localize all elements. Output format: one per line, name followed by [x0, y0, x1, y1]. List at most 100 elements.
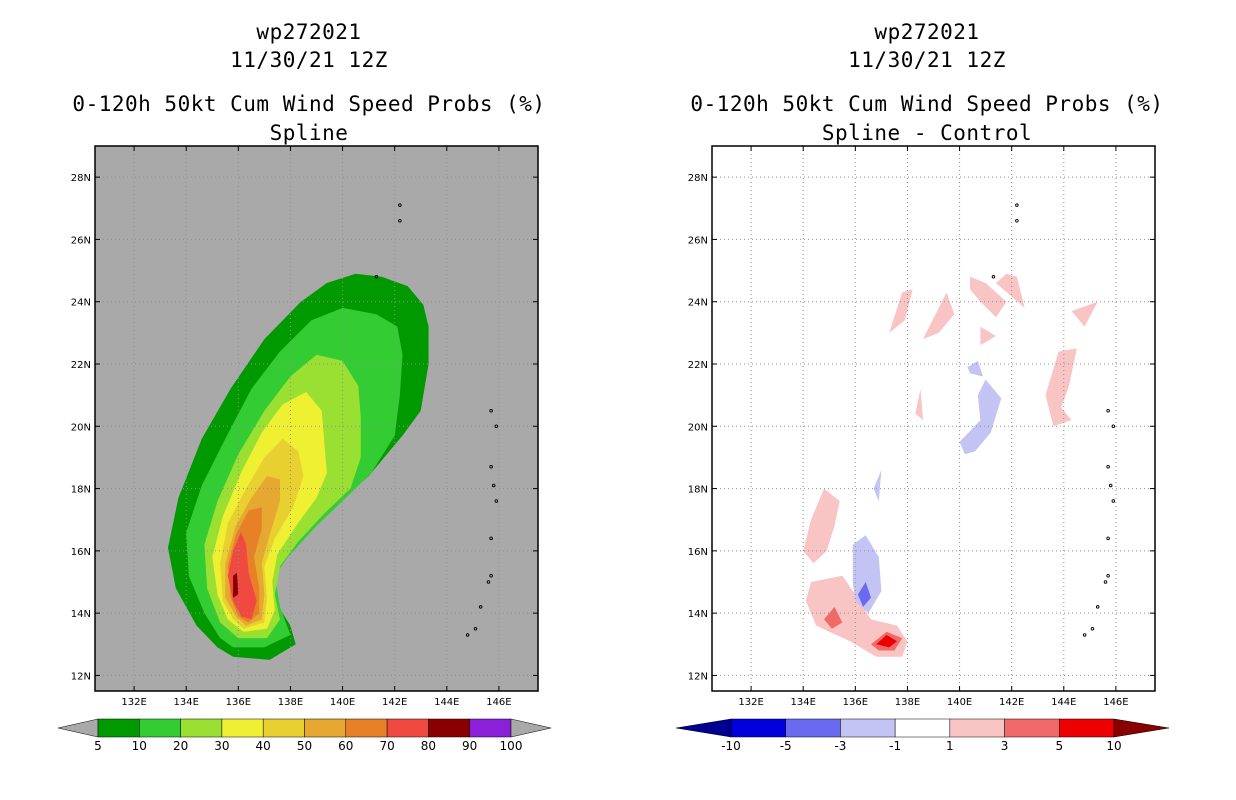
contour-neg1	[873, 469, 882, 501]
colorbar-segment	[1059, 718, 1115, 738]
island-outline	[1111, 499, 1116, 503]
x-tick-label: 136E	[843, 697, 868, 708]
island-outline	[1082, 633, 1087, 637]
colorbar-label: -1	[889, 739, 901, 753]
colorbar-label: 1	[946, 739, 954, 753]
y-tick-label: 20N	[688, 422, 708, 433]
y-tick-label: 16N	[688, 547, 708, 558]
island-outline	[1106, 536, 1110, 541]
island-outline	[991, 275, 996, 279]
y-tick-label: 24N	[688, 298, 708, 309]
colorbar-segment	[386, 718, 429, 738]
colorbar-segment	[304, 718, 347, 738]
left-title-storm: wp272021	[256, 20, 362, 44]
left-title-subtitle: Spline	[269, 121, 349, 145]
contour-1	[996, 273, 1025, 308]
y-tick-label: 14N	[71, 609, 91, 620]
left-title-product: 0-120h 50kt Cum Wind Speed Probs (%)	[72, 92, 546, 116]
contour-70	[227, 532, 257, 620]
contour-1	[923, 292, 955, 340]
x-tick-label: 146E	[1103, 697, 1128, 708]
plot-background	[712, 146, 1155, 691]
y-tick-label: 14N	[688, 609, 708, 620]
y-tick-label: 28N	[71, 173, 91, 184]
colorbar: 5 10 20 30 40 50 60 70 80 90 100	[57, 718, 552, 753]
contour-1	[803, 488, 840, 564]
colorbar-segment	[949, 718, 1005, 738]
y-tick-label: 12N	[71, 671, 91, 682]
x-tick-label: 146E	[486, 697, 511, 708]
island-outline	[494, 424, 499, 429]
plot-frame	[94, 145, 539, 692]
island-outline	[1090, 626, 1095, 631]
island-outline	[1106, 465, 1110, 469]
colorbar-label: 10	[132, 739, 147, 753]
x-tick-label: 138E	[895, 697, 920, 708]
x-tick-label: 144E	[1051, 697, 1076, 708]
right-title-datetime: 11/30/21 12Z	[848, 48, 1006, 72]
contour-80	[233, 572, 239, 598]
x-tick-label: 132E	[738, 697, 763, 708]
right-title-subtitle: Spline - Control	[821, 121, 1033, 145]
x-tick-label: 140E	[947, 697, 972, 708]
colorbar-segment	[840, 718, 896, 738]
contour-1	[1071, 301, 1098, 327]
colorbar-arrow-high	[1113, 718, 1170, 738]
y-tick-label: 28N	[688, 173, 708, 184]
y-tick-label: 12N	[688, 671, 708, 682]
contour-neg1	[959, 379, 1002, 455]
colorbar-segment	[785, 718, 841, 738]
y-tick-label: 20N	[71, 422, 91, 433]
colorbar-label: 100	[500, 739, 523, 753]
island-outline	[478, 605, 483, 609]
colorbar-label: 90	[462, 739, 477, 753]
colorbar-arrow-low	[57, 718, 99, 738]
left-title-datetime: 11/30/21 12Z	[230, 48, 388, 72]
contour-neg1	[967, 360, 983, 377]
contour-1	[980, 326, 996, 346]
colorbar-segment	[469, 718, 512, 738]
y-tick-label: 24N	[71, 298, 91, 309]
right-title-product: 0-120h 50kt Cum Wind Speed Probs (%)	[690, 92, 1164, 116]
island-outline	[489, 536, 493, 541]
colorbar-label: 40	[256, 739, 271, 753]
island-outline	[1103, 580, 1108, 584]
colorbar-arrow-low	[675, 718, 732, 738]
island-outline	[494, 499, 499, 503]
island-outline	[486, 580, 491, 584]
y-tick-label: 26N	[688, 235, 708, 246]
colorbar-label: 50	[297, 739, 312, 753]
colorbar-segment	[97, 718, 140, 738]
colorbar-label: 3	[1001, 739, 1009, 753]
plot-frame	[711, 145, 1156, 692]
y-tick-label: 26N	[71, 235, 91, 246]
colorbar-label: -3	[834, 739, 846, 753]
y-tick-label: 16N	[71, 547, 91, 558]
colorbar-label: 80	[421, 739, 436, 753]
island-outline	[489, 465, 493, 469]
island-outline	[1015, 203, 1019, 207]
contour-5	[876, 634, 897, 648]
colorbar-segment	[180, 718, 223, 738]
colorbar-arrow-high	[510, 718, 552, 738]
contour-3	[824, 606, 843, 629]
colorbar-segment	[1004, 718, 1060, 738]
right-title-storm: wp272021	[874, 20, 980, 44]
island-outline	[398, 203, 402, 207]
x-tick-label: 142E	[999, 697, 1024, 708]
colorbar-label: 20	[173, 739, 188, 753]
colorbar-label: -10	[721, 739, 741, 753]
x-tick-label: 136E	[226, 697, 251, 708]
colorbar-label: 60	[338, 739, 353, 753]
y-tick-label: 22N	[71, 360, 91, 371]
island-outline	[1108, 483, 1113, 488]
colorbar-label: -5	[780, 739, 792, 753]
contour-1	[915, 388, 924, 421]
colorbar-segment	[730, 718, 786, 738]
colorbar-segment	[139, 718, 181, 738]
colorbar-label: 10	[1106, 739, 1121, 753]
contour-1	[970, 276, 1007, 318]
contour-1	[1045, 348, 1077, 427]
colorbar-segment	[345, 718, 388, 738]
